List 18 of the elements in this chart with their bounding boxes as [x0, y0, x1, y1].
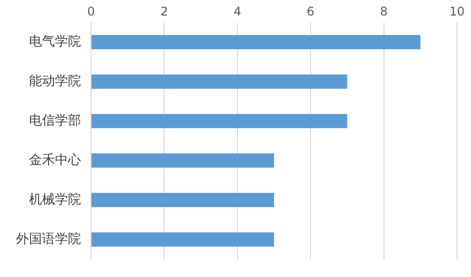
x-tick-label: 4	[234, 4, 242, 18]
y-tick-label: 电气学院	[29, 34, 81, 50]
bar	[92, 153, 274, 168]
y-tick-label: 能动学院	[29, 74, 81, 89]
y-tick-label: 机械学院	[29, 192, 81, 208]
x-tick-label: 0	[87, 4, 95, 18]
y-tick-label: 外国语学院	[16, 232, 81, 247]
bar	[92, 192, 274, 208]
x-tick-label: 2	[160, 4, 168, 18]
bar	[92, 232, 274, 247]
bar	[92, 114, 348, 128]
y-tick-label: 金禾中心	[29, 152, 81, 168]
x-tick-label: 10	[449, 4, 465, 18]
bar	[92, 35, 420, 50]
bar	[92, 74, 348, 89]
x-tick-label: 8	[380, 4, 388, 18]
y-tick-label: 电信学部	[29, 113, 81, 128]
x-tick-label: 6	[306, 4, 314, 18]
